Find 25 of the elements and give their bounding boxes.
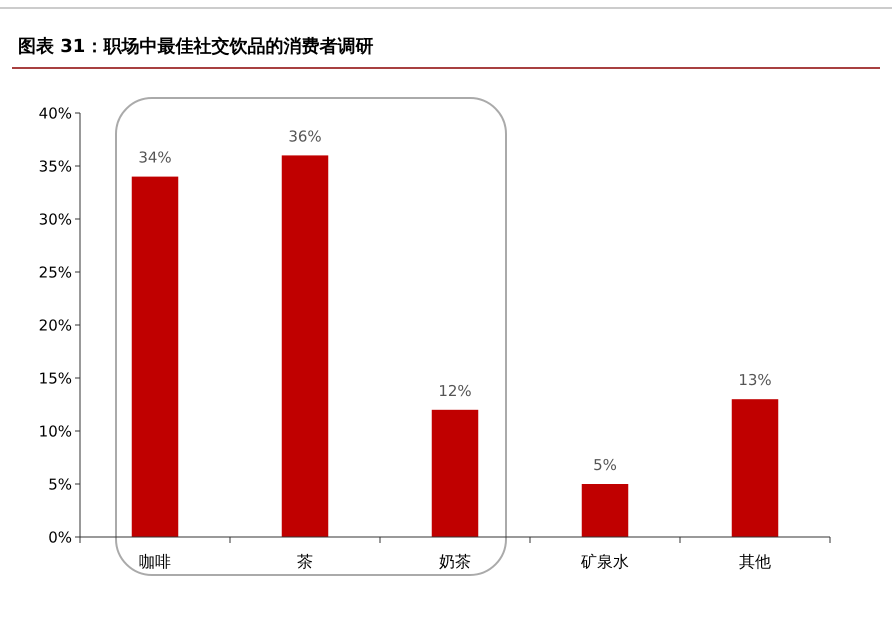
chart-title: 图表 31：职场中最佳社交饮品的消费者调研 <box>18 36 374 57</box>
data-label: 36% <box>288 127 322 146</box>
bar <box>582 484 628 537</box>
data-label: 5% <box>593 456 617 474</box>
y-tick-label: 35% <box>38 157 72 176</box>
x-tick-label: 茶 <box>297 552 313 571</box>
x-tick-label: 其他 <box>739 552 771 571</box>
x-tick-label: 奶茶 <box>439 552 471 571</box>
x-tick-label: 矿泉水 <box>580 552 629 571</box>
y-tick-label: 20% <box>38 316 72 334</box>
y-tick-label: 30% <box>38 210 72 228</box>
bar <box>132 176 178 537</box>
data-label: 34% <box>138 148 172 167</box>
y-tick-label: 10% <box>38 422 72 440</box>
data-label: 12% <box>438 382 472 400</box>
data-label: 13% <box>738 371 772 390</box>
bar <box>732 399 778 537</box>
y-tick-label: 5% <box>48 475 72 494</box>
y-tick-label: 0% <box>48 528 72 546</box>
x-tick-label: 咖啡 <box>139 552 171 571</box>
bar <box>282 155 328 537</box>
y-tick-label: 25% <box>38 263 72 282</box>
y-tick-label: 40% <box>38 104 72 122</box>
bar <box>432 410 478 537</box>
y-tick-label: 15% <box>38 369 72 388</box>
